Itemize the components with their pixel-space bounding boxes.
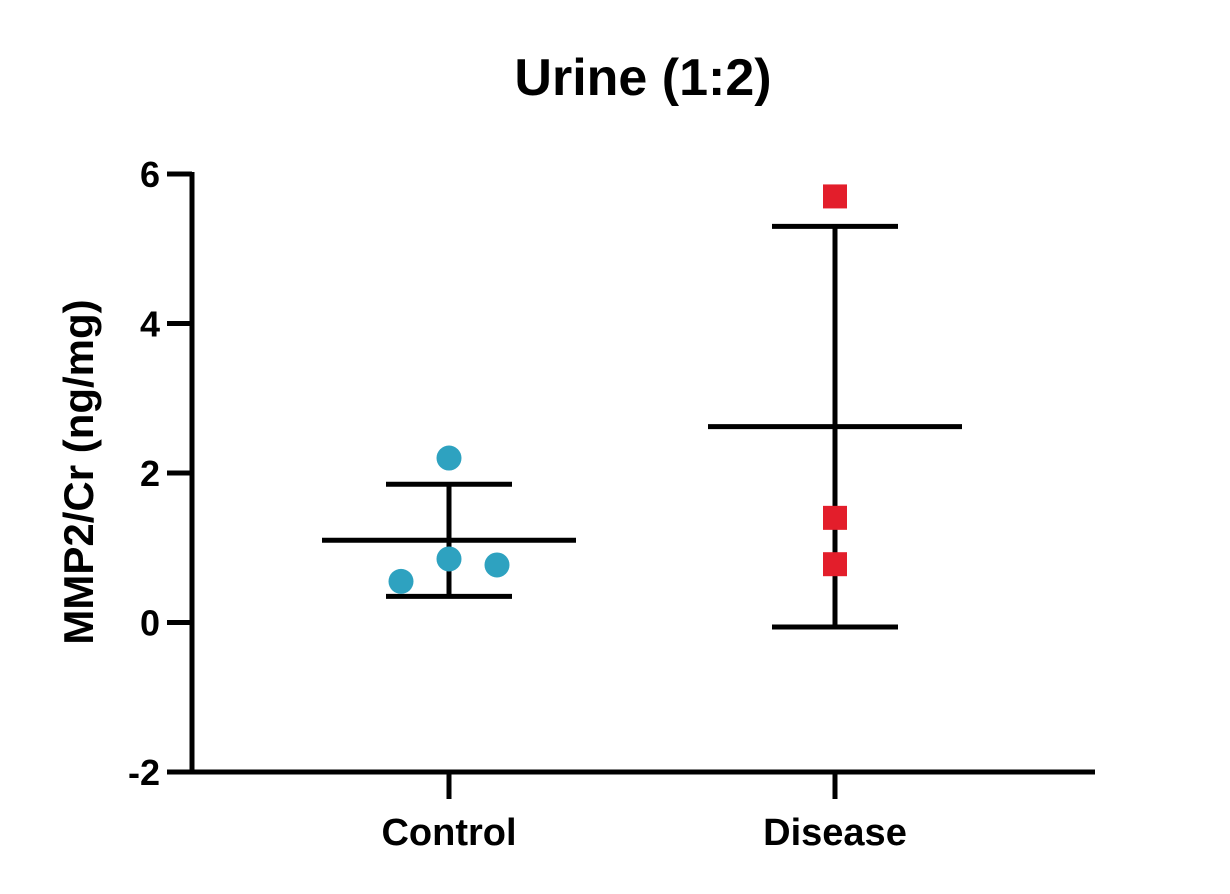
data-point: [436, 445, 462, 471]
y-tick-label: -2: [128, 752, 160, 793]
y-tick-label: 6: [140, 154, 160, 195]
chart-marks: [322, 184, 962, 630]
series-control: [322, 445, 576, 599]
x-tick-label: Disease: [763, 812, 907, 854]
chart-title: Urine (1:2): [514, 49, 771, 107]
y-axis-label: MMP2/Cr (ng/mg): [55, 299, 102, 644]
y-tick-label: 2: [140, 453, 160, 494]
y-tick-label: 0: [140, 603, 160, 644]
x-tick-label: Control: [381, 812, 516, 854]
data-point: [823, 184, 847, 209]
data-point: [484, 552, 510, 578]
data-point: [823, 552, 847, 577]
axes: -2 0 2 4 6 Control Disease: [128, 154, 1095, 854]
series-disease: [708, 184, 962, 630]
data-point: [388, 568, 414, 594]
data-point: [823, 505, 847, 530]
data-point: [436, 546, 462, 572]
y-tick-label: 4: [140, 304, 160, 345]
